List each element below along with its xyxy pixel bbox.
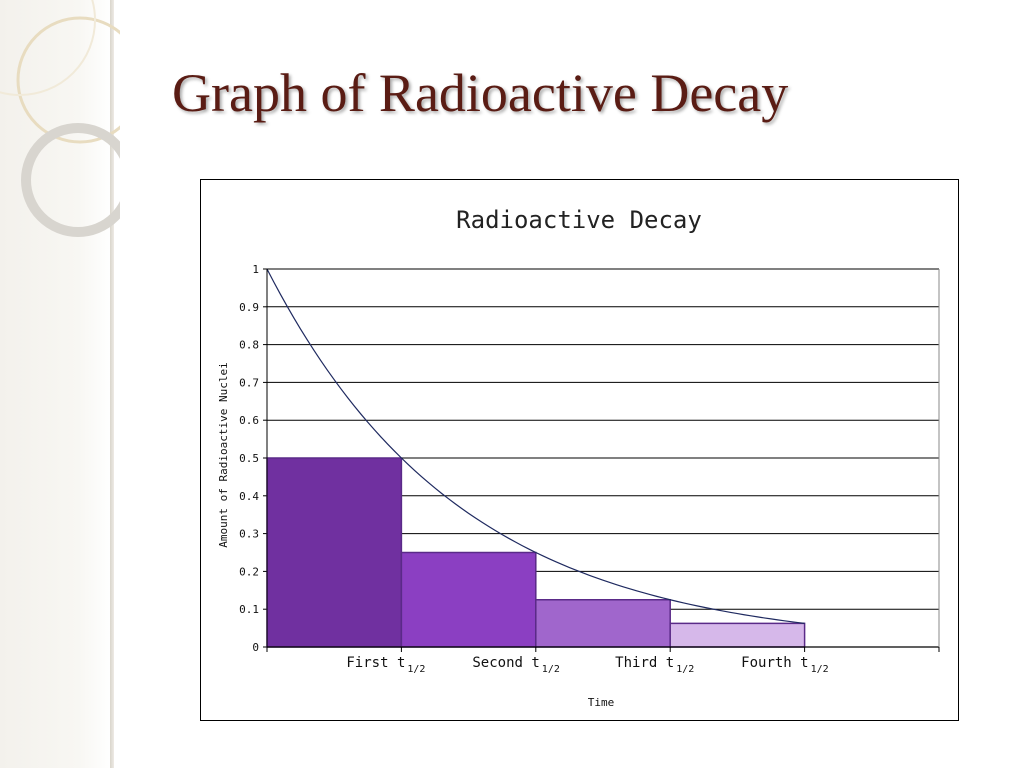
chart-frame: Radioactive Decay 0 0.1 0.2 0.3 0.4 0.5 0.6 0.7…	[200, 179, 959, 721]
y-tick-label: 0.8	[239, 339, 259, 352]
x-tick-label: Third t 1/2	[615, 655, 694, 675]
x-tick-word: Fourth t	[741, 655, 808, 671]
slide-title: Graph of Radioactive Decay	[172, 63, 789, 123]
y-tick-label: 0.3	[239, 528, 259, 541]
y-axis-label: Amount of Radioactive Nuclei	[217, 362, 230, 547]
decor-circle-2	[0, 0, 96, 96]
bar	[400, 551, 537, 648]
decay-curve	[266, 268, 805, 624]
decorative-circles	[0, 0, 120, 237]
bar-layer	[266, 457, 806, 648]
decor-circle-3	[21, 123, 120, 237]
x-tick-subscript: 1/2	[407, 664, 425, 675]
bar	[266, 457, 403, 648]
x-tick-label: Second t 1/2	[472, 655, 560, 675]
y-tick-label: 0.2	[239, 565, 259, 578]
x-tick-word: Second t	[472, 655, 539, 671]
y-tick-label: 0.1	[239, 603, 259, 616]
bar	[669, 622, 806, 648]
y-tick-label: 0.5	[239, 452, 259, 465]
y-tick-label: 0.7	[239, 376, 259, 389]
axis-layer	[266, 269, 940, 652]
chart-title: Radioactive Decay	[456, 206, 702, 234]
bar	[535, 599, 671, 648]
x-tick-label: First t 1/2	[346, 655, 425, 675]
x-tick-label: Fourth t 1/2	[741, 655, 829, 675]
x-tick-word: Third t	[615, 655, 674, 671]
decor-circle-1	[16, 16, 120, 144]
y-tick-label: 0.6	[239, 414, 259, 427]
y-tick-label: 0.9	[239, 301, 259, 314]
y-tick-label: 0.4	[239, 490, 259, 503]
x-tick-subscript: 1/2	[542, 664, 560, 675]
y-tick-label: 0	[252, 641, 259, 654]
decay-chart: Radioactive Decay 0 0.1 0.2 0.3 0.4 0.5 0.6 0.7…	[217, 206, 940, 709]
x-axis-label: Time	[588, 696, 615, 709]
x-tick-subscript: 1/2	[811, 664, 829, 675]
y-tick-labels: 0 0.1 0.2 0.3 0.4 0.5 0.6 0.7 0.8 0.9 1	[239, 263, 259, 654]
x-tick-word: First t	[346, 655, 405, 671]
x-tick-subscript: 1/2	[676, 664, 694, 675]
y-tick-label: 1	[252, 263, 259, 276]
left-decor-edge	[110, 0, 114, 768]
